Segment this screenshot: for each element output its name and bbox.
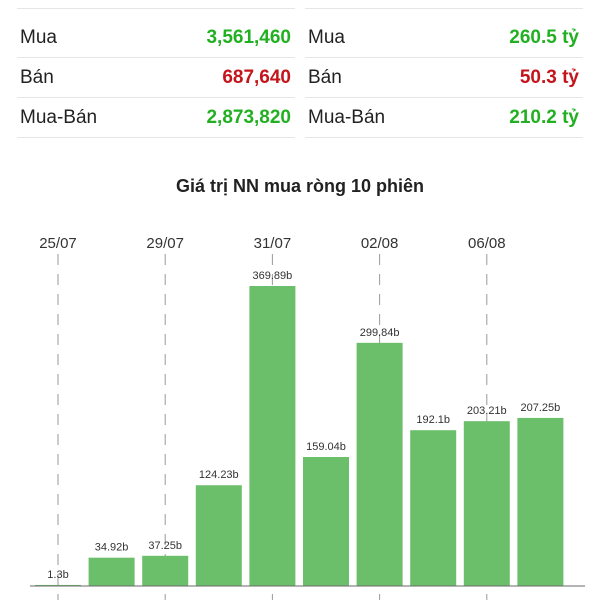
bar <box>35 584 81 586</box>
value-net-row: Mua-Bán 210.2 tỷ <box>305 98 583 138</box>
bar-data-label: 299.84b <box>360 327 400 339</box>
bar <box>88 557 135 586</box>
x-tick-label: 25/07 <box>39 235 77 252</box>
x-tick-label: 31/07 <box>254 235 292 252</box>
bar-data-label: 124.23b <box>199 469 239 481</box>
volume-sell-value: 687,640 <box>222 67 291 88</box>
value-buy-value: 260.5 tỷ <box>509 27 579 48</box>
bar-data-label: 207.25b <box>521 402 561 414</box>
foreign-volume-panel: Mua 3,561,460 Bán 687,640 Mua-Bán 2,873,… <box>17 0 295 140</box>
volume-sell-label: Bán <box>20 67 54 88</box>
value-sell-label: Bán <box>308 67 342 88</box>
bar <box>303 457 349 586</box>
value-net-value: 210.2 tỷ <box>509 107 579 128</box>
volume-net-row: Mua-Bán 2,873,820 <box>17 98 295 138</box>
bar-data-label: 192.1b <box>416 414 450 426</box>
volume-net-label: Mua-Bán <box>20 107 98 128</box>
bar <box>410 430 457 586</box>
foreign-value-panel: Mua 260.5 tỷ Bán 50.3 tỷ Mua-Bán 210.2 t… <box>305 0 583 140</box>
value-buy-row: Mua 260.5 tỷ <box>305 18 583 58</box>
bar-data-label: 37.25b <box>148 540 182 552</box>
x-tick-label: 02/08 <box>361 235 399 252</box>
bar <box>195 485 242 586</box>
bar-data-label: 159.04b <box>306 441 346 453</box>
volume-buy-row: Mua 3,561,460 <box>17 18 295 58</box>
value-buy-label: Mua <box>308 27 345 48</box>
value-net-label: Mua-Bán <box>308 107 386 128</box>
chart-title: Giá trị NN mua ròng 10 phiên <box>175 176 425 196</box>
bar-data-label: 203.21b <box>467 405 507 417</box>
value-sell-value: 50.3 tỷ <box>519 67 579 88</box>
volume-buy-label: Mua <box>20 27 57 48</box>
bar <box>249 286 296 586</box>
x-tick-label: 29/07 <box>146 235 184 252</box>
volume-net-value: 2,873,820 <box>206 107 291 128</box>
volume-sell-row: Bán 687,640 <box>17 58 295 98</box>
bar <box>356 342 403 586</box>
bar-data-label: 34.92b <box>95 542 129 554</box>
bar <box>517 417 564 586</box>
bar <box>463 421 510 586</box>
value-sell-row: Bán 50.3 tỷ <box>305 58 583 98</box>
x-tick-label: 06/08 <box>468 235 506 252</box>
bar-data-label: 369.89b <box>253 270 293 282</box>
bar <box>142 555 189 586</box>
bar-data-label: 1.3b <box>47 569 68 581</box>
volume-buy-value: 3,561,460 <box>206 27 291 48</box>
